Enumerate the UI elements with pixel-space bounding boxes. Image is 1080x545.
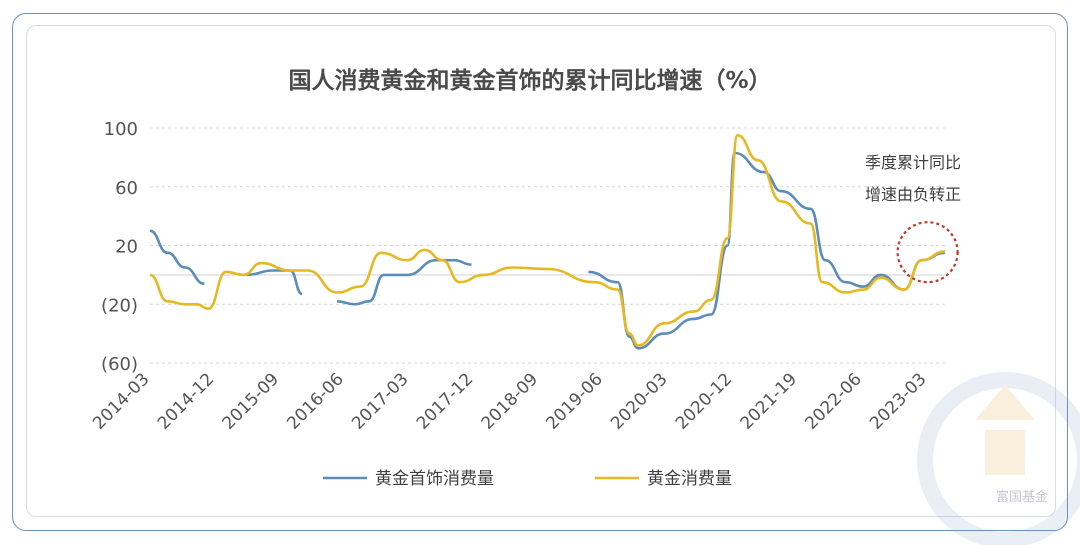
series-line-2 (149, 134, 946, 347)
x-tick-label: 2017-03 (348, 369, 412, 433)
grid-lines (150, 127, 945, 364)
annotation-line-1: 季度累计同比 (865, 153, 961, 172)
watermark-text: 富国基金 (996, 489, 1048, 505)
legend-label-1: 黄金首饰消费量 (375, 469, 494, 489)
x-tick-label: 2014-03 (89, 369, 153, 433)
annotation-circle (896, 221, 959, 284)
y-axis-ticks: 100 60 20 (20) (60) (101, 119, 138, 375)
legend: 黄金首饰消费量 黄金消费量 (323, 469, 732, 489)
y-tick-label: 100 (104, 119, 138, 140)
x-tick-label: 2020-12 (672, 369, 736, 433)
x-tick-label: 2017-12 (413, 369, 477, 433)
series-lines (149, 134, 946, 350)
y-tick-label: (20) (101, 295, 138, 316)
x-tick-label: 2016-06 (283, 369, 347, 433)
chart-frame (12, 13, 1068, 531)
x-axis-ticks: 2014-03 2014-12 2015-09 2016-06 2017-03 2017-… (89, 369, 930, 433)
y-tick-label: 20 (115, 237, 138, 258)
x-tick-label: 2023-03 (866, 369, 930, 433)
y-tick-label: (60) (101, 354, 138, 375)
y-tick-label: 60 (115, 178, 138, 199)
x-tick-label: 2020-03 (607, 369, 671, 433)
annotation: 季度累计同比 增速由负转正 (865, 153, 961, 284)
x-tick-label: 2015-09 (219, 369, 283, 433)
chart-panel (26, 25, 1056, 517)
chart-title: 国人消费黄金和黄金首饰的累计同比增速（%） (288, 67, 771, 94)
legend-label-2: 黄金消费量 (647, 469, 732, 489)
x-tick-label: 2019-06 (542, 369, 606, 433)
series-line-1 (149, 151, 946, 350)
x-tick-label: 2021-19 (737, 369, 801, 433)
x-tick-label: 2014-12 (154, 369, 218, 433)
x-tick-label: 2018-09 (478, 369, 542, 433)
watermark-logo-icon (917, 372, 1080, 545)
annotation-line-2: 增速由负转正 (865, 185, 961, 204)
x-tick-label: 2022-06 (801, 369, 865, 433)
